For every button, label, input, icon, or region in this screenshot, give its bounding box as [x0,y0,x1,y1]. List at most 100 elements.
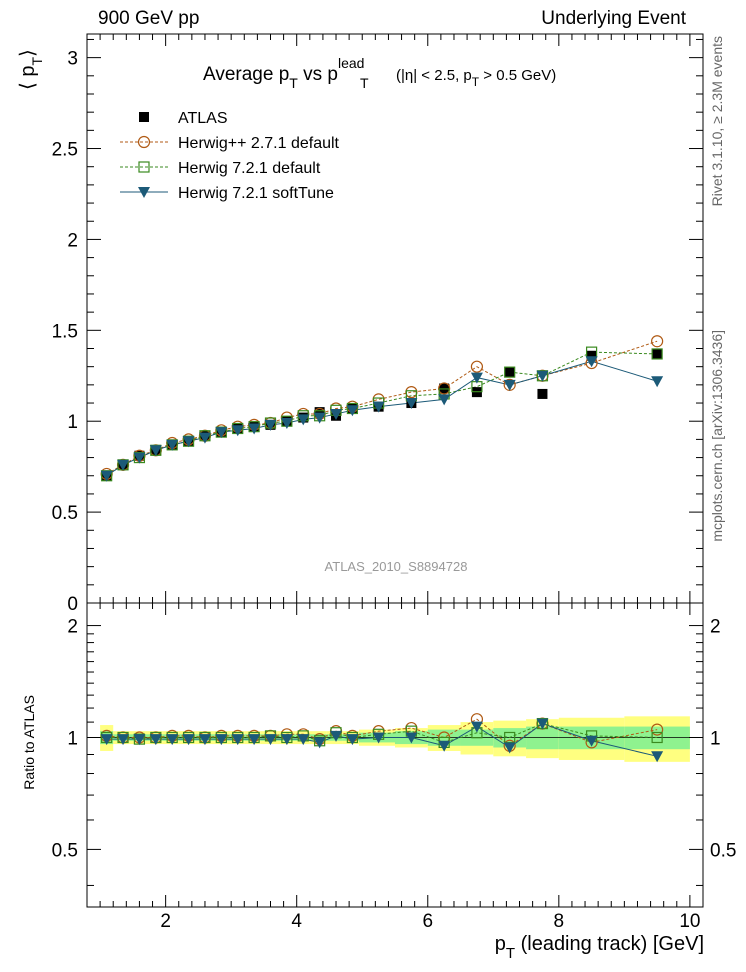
x-tick-label: 6 [422,911,433,932]
herwig-7-2-1-default-line-main [106,351,658,477]
herwig-7-2-1-default-point [651,348,663,360]
herwig-2-7-1-default-ratio-point [651,723,664,736]
herwig-7-2-1-softtune-ratio-point [536,718,549,730]
herwig-7-2-1-softtune-ratio-point [166,734,179,746]
herwig-7-2-1-softtune-point [149,445,162,457]
herwig-7-2-1-softtune-point [585,356,598,368]
herwig-7-2-1-softtune-point [297,414,310,426]
herwig-7-2-1-softtune-ratio-point [231,734,244,746]
herwig-7-2-1-softtune-point [248,423,261,435]
y-tick-label-ratio: 0.5 [52,840,78,861]
herwig-7-2-1-softtune-point [405,398,418,410]
herwig-7-2-1-softtune-point [346,405,359,417]
herwig-7-2-1-softtune-ratio-point [372,732,385,744]
herwig-7-2-1-softtune-ratio-point [117,734,130,746]
side-label-rivet: Rivet 3.1.10, ≥ 2.3M events [709,36,725,206]
herwig-7-2-1-softtune-ratio-point [264,734,277,746]
y-tick-label-ratio: 2 [67,617,78,638]
herwig-7-2-1-softtune-point [470,372,483,384]
herwig-7-2-1-softtune-point [503,379,516,391]
legend-marker-herwig-7-2-1-default [138,161,150,173]
y-axis-label-ratio: Ratio to ATLAS [21,695,37,790]
herwig-7-2-1-softtune-point [651,376,664,388]
y-tick-label-ratio: 1 [67,728,78,749]
herwig-7-2-1-softtune-ratio-point [330,730,343,742]
herwig-7-2-1-default-ratio-point [651,731,663,744]
herwig-7-2-1-softtune-ratio-point [651,751,664,763]
legend: ATLAS Herwig++ 2.7.1 default Herwig 7.2.1 … [120,110,340,202]
header-right: Underlying Event [541,8,686,29]
legend-marker-atlas [139,112,149,122]
herwig-7-2-1-softtune-point [264,419,277,431]
legend-label-herwig-7-2-1-softtune: Herwig 7.2.1 softTune [178,185,334,202]
herwig-7-2-1-softtune-point [313,412,326,424]
herwig-7-2-1-softtune-point [372,401,385,413]
y-axis-label-main: ⟨ pT⟩ [17,49,45,90]
herwig-7-2-1-softtune-ratio-point [405,732,418,744]
herwig-7-2-1-softtune-ratio-point [346,734,359,746]
herwig-7-2-1-softtune-ratio-point [503,742,516,754]
herwig-7-2-1-softtune-line-main [106,360,658,477]
herwig-7-2-1-softtune-ratio-point [297,734,310,746]
y-tick-label-main: 0.5 [52,503,78,524]
y-tick-label-main: 2 [67,230,78,251]
herwig-2-7-1-default-line-main [106,340,658,475]
y-tick-label-main: 1.5 [52,321,78,342]
herwig-7-2-1-softtune-ratio-point [470,721,483,733]
herwig-7-2-1-softtune-point [231,425,244,437]
legend-marker-herwig-2-7-1-default [137,135,151,149]
herwig-7-2-1-softtune-point [166,439,179,451]
herwig-7-2-1-default-point [504,366,516,378]
y-tick-label-ratio-right: 2 [710,617,721,638]
tick-marks: 2 4 6 8 10 0 0.5 1 1.5 2 2.5 3 0.5 0.5 1 1 2 2 [52,34,736,932]
herwig-7-2-1-softtune-ratio-point [280,734,293,746]
herwig-2-7-1-default-point [651,335,664,348]
atlas-point [652,348,663,359]
herwig-7-2-1-softtune-point [133,452,146,464]
y-tick-label-ratio-right: 0.5 [710,840,736,861]
herwig-7-2-1-softtune-point [438,394,451,406]
herwig-7-2-1-softtune-ratio-point [198,734,211,746]
herwig-7-2-1-softtune-ratio-point [133,734,146,746]
legend-marker-herwig-7-2-1-softtune [138,187,150,198]
header-left: 900 GeV pp [98,8,200,29]
atlas-point [504,367,515,378]
herwig-7-2-1-softtune-ratio-point [215,734,228,746]
herwig-7-2-1-softtune-ratio-point [248,734,261,746]
herwig-7-2-1-softtune-point [117,459,130,471]
herwig-7-2-1-softtune-point [330,408,343,420]
legend-label-herwig-7-2-1-default: Herwig 7.2.1 default [178,160,321,177]
y-tick-label-ratio-right: 1 [710,728,721,749]
herwig-7-2-1-softtune-ratio-point [438,740,451,752]
y-tick-label-main: 1 [67,412,78,433]
watermark: ATLAS_2010_S8894728 [325,559,468,574]
herwig-7-2-1-softtune-ratio-point [313,737,326,749]
chart-title: Average pT vs plead T (|η| < 2.5, pT > 0.5… [203,55,556,91]
legend-label-atlas: ATLAS [178,110,228,127]
y-tick-label-main: 2.5 [52,140,78,161]
atlas-point [537,388,548,399]
herwig-7-2-1-softtune-point [280,418,293,430]
herwig-7-2-1-softtune-ratio-point [182,734,195,746]
herwig-7-2-1-softtune-ratio-point [100,734,113,746]
x-tick-label: 2 [160,911,171,932]
legend-label-herwig-2-7-1-default: Herwig++ 2.7.1 default [178,135,340,152]
herwig-7-2-1-softtune-ratio-point [585,735,598,747]
x-tick-label: 10 [679,911,700,932]
atlas-point [314,407,325,418]
x-axis-label: pT (leading track) [GeV] [495,933,704,962]
atlas-point [586,350,597,361]
y-tick-label-main: 0 [67,594,78,615]
herwig-7-2-1-softtune-point [215,427,228,439]
side-label-mcplots: mcplots.cern.ch [arXiv:1306.3436] [709,330,725,542]
data-markers [100,335,664,763]
y-tick-label-main: 3 [67,49,78,70]
herwig-2-7-1-default-point [470,360,484,373]
herwig-7-2-1-softtune-point [100,470,113,482]
herwig-7-2-1-softtune-point [198,432,211,444]
herwig-7-2-1-softtune-ratio-point [149,734,162,746]
herwig-7-2-1-softtune-point [182,436,195,448]
x-tick-label: 8 [554,911,565,932]
herwig-7-2-1-softtune-point [536,370,549,382]
